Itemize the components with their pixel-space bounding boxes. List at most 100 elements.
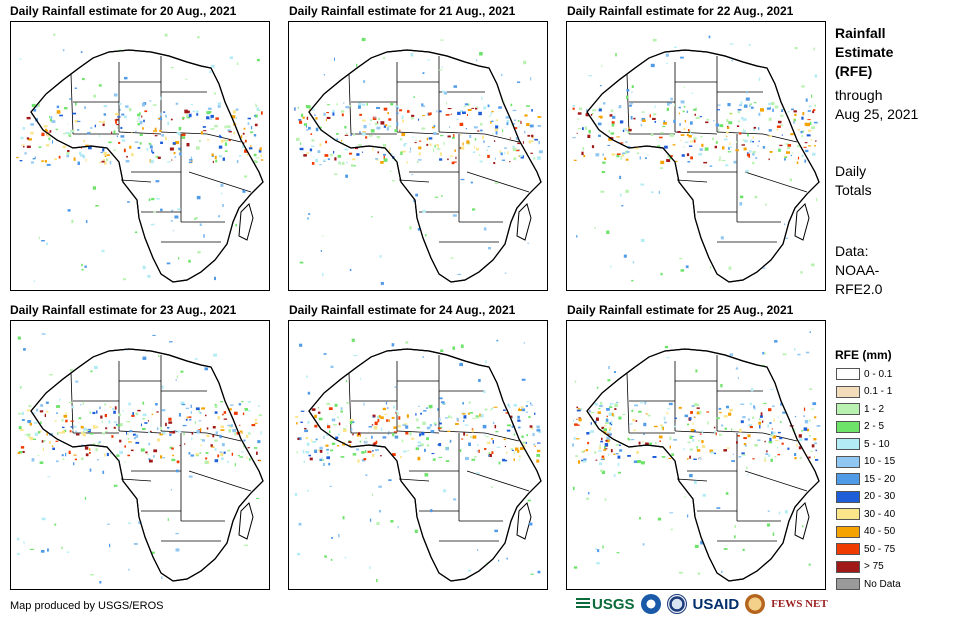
- rainfall-pixel: [766, 107, 771, 110]
- rainfall-pixel: [534, 412, 536, 415]
- rainfall-pixel: [615, 401, 619, 404]
- rainfall-pixel: [418, 405, 420, 407]
- rainfall-pixel: [601, 470, 605, 474]
- rainfall-pixel: [223, 411, 227, 414]
- rainfall-pixel: [81, 263, 83, 267]
- rainfall-pixel: [305, 451, 310, 454]
- rainfall-pixel: [160, 208, 163, 212]
- rainfall-pixel: [742, 118, 747, 121]
- rainfall-pixel: [220, 192, 223, 195]
- sidebar-totals: Daily Totals: [835, 163, 872, 198]
- rainfall-pixel: [502, 129, 504, 133]
- rainfall-pixel: [260, 154, 262, 158]
- rainfall-pixel: [317, 407, 319, 409]
- rainfall-pixel: [521, 408, 526, 412]
- rainfall-pixel: [576, 235, 578, 238]
- rainfall-pixel: [700, 540, 704, 545]
- rainfall-pixel: [254, 418, 258, 421]
- rainfall-pixel: [780, 114, 784, 117]
- rainfall-pixel: [189, 418, 192, 421]
- rainfall-pixel: [587, 134, 591, 138]
- rainfall-pixel: [653, 113, 657, 116]
- rainfall-pixel: [18, 412, 22, 415]
- rainfall-pixel: [797, 353, 801, 356]
- rainfall-pixel: [149, 159, 151, 163]
- rainfall-pixel: [224, 125, 227, 129]
- rainfall-pixel: [787, 447, 790, 450]
- rainfall-pixel: [370, 119, 372, 121]
- rainfall-pixel: [340, 456, 345, 458]
- rainfall-pixel: [695, 107, 697, 110]
- rainfall-pixel: [708, 35, 711, 39]
- rainfall-pixel: [572, 107, 575, 110]
- rainfall-pixel: [528, 522, 533, 526]
- rainfall-pixel: [124, 445, 126, 448]
- rainfall-pixel: [324, 555, 327, 558]
- rainfall-pixel: [590, 430, 594, 433]
- rainfall-pixel: [78, 417, 82, 420]
- rainfall-pixel: [234, 432, 236, 436]
- rainfall-pixel: [463, 432, 466, 436]
- rainfall-pixel: [294, 107, 296, 111]
- rainfall-pixel: [258, 459, 261, 462]
- rainfall-pixel: [628, 128, 632, 132]
- rainfall-pixel: [479, 160, 483, 163]
- rainfall-pixel: [674, 417, 677, 419]
- rainfall-pixel: [37, 103, 41, 107]
- rainfall-pixel: [39, 430, 42, 433]
- rainfall-pixel: [767, 510, 770, 512]
- rainfall-pixel: [386, 127, 389, 131]
- rainfall-pixel: [100, 415, 103, 419]
- rainfall-pixel: [322, 273, 324, 277]
- rainfall-pixel: [175, 548, 180, 552]
- rainfall-pixel: [364, 131, 366, 133]
- rainfall-pixel: [776, 125, 781, 128]
- rainfall-pixel: [323, 353, 327, 355]
- rainfall-pixel: [480, 129, 483, 132]
- rainfall-pixel: [579, 107, 583, 111]
- rainfall-pixel: [494, 127, 498, 131]
- rainfall-pixel: [516, 137, 520, 140]
- rainfall-pixel: [320, 250, 322, 252]
- rainfall-pixel: [683, 86, 686, 88]
- rainfall-pixel: [137, 123, 140, 126]
- rainfall-pixel: [401, 115, 404, 120]
- rainfall-pixel: [242, 145, 245, 149]
- rainfall-pixel: [531, 427, 534, 430]
- rainfall-pixel: [319, 164, 322, 166]
- rainfall-pixel: [405, 431, 409, 435]
- rainfall-pixel: [342, 161, 345, 165]
- rainfall-pixel: [697, 572, 701, 575]
- rainfall-pixel: [200, 444, 203, 446]
- rainfall-pixel: [480, 413, 484, 418]
- rainfall-pixel: [80, 51, 83, 53]
- rainfall-pixel: [643, 422, 647, 427]
- rainfall-pixel: [429, 424, 432, 427]
- rainfall-pixel: [652, 456, 657, 458]
- rainfall-pixel: [684, 141, 689, 143]
- rainfall-pixel: [119, 108, 121, 111]
- rainfall-pixel: [95, 205, 99, 207]
- rainfall-pixel: [355, 147, 359, 150]
- rainfall-pixel: [220, 425, 224, 428]
- rainfall-pixel: [34, 432, 38, 436]
- rainfall-pixel: [182, 424, 187, 427]
- rainfall-pixel: [664, 345, 669, 349]
- rainfall-pixel: [576, 409, 581, 412]
- rainfall-pixel: [30, 131, 34, 135]
- rainfall-pixel: [81, 268, 84, 271]
- rainfall-pixel: [41, 240, 45, 242]
- rainfall-pixel: [685, 265, 689, 269]
- rainfall-pixel: [382, 143, 387, 147]
- rainfall-pixel: [721, 570, 723, 573]
- rainfall-pixel: [129, 430, 133, 433]
- rainfall-pixel: [417, 441, 421, 444]
- rainfall-pixel: [416, 418, 419, 422]
- rainfall-pixel: [113, 410, 116, 414]
- rainfall-pixel: [740, 101, 743, 105]
- rainfall-pixel: [483, 227, 487, 231]
- rainfall-pixel: [243, 127, 246, 130]
- rainfall-pixel: [417, 227, 421, 231]
- rainfall-pixel: [369, 123, 371, 126]
- rainfall-pixel: [17, 336, 21, 340]
